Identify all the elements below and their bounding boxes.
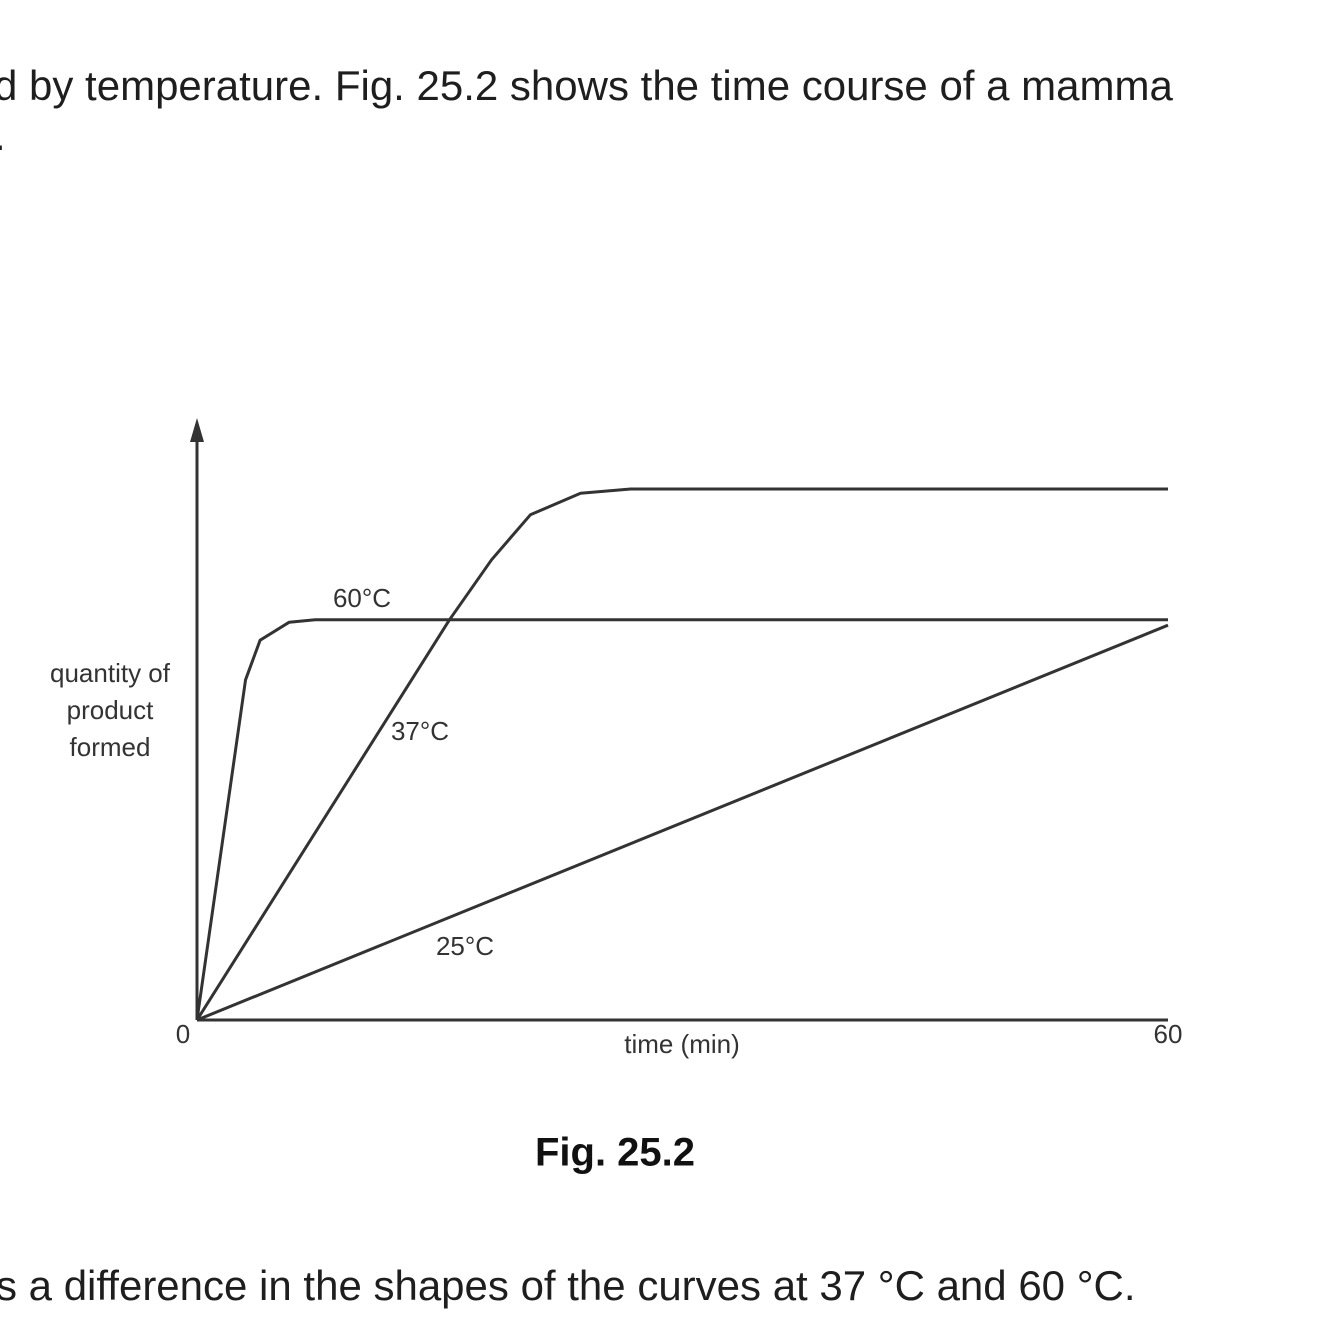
series-label: 37°C	[391, 716, 449, 746]
x-tick-label: 60	[1154, 1019, 1183, 1049]
series-label: 60°C	[333, 583, 391, 613]
x-axis-label: time (min)	[624, 1029, 740, 1059]
y-axis-label: quantity of product formed	[50, 658, 170, 762]
x-tick-label: 0	[176, 1019, 190, 1049]
series-line	[195, 487, 1168, 1021]
series-line	[195, 618, 1168, 1021]
y-axis-arrow	[190, 418, 204, 442]
text-line: .	[0, 112, 6, 160]
series-line	[196, 623, 1169, 1022]
series-label: 25°C	[436, 931, 494, 961]
caption: Fig. 25.2	[535, 1131, 695, 1175]
text-line: s a difference in the shapes of the curv…	[0, 1262, 1136, 1309]
text-line: d by temperature. Fig. 25.2 shows the ti…	[0, 62, 1173, 109]
